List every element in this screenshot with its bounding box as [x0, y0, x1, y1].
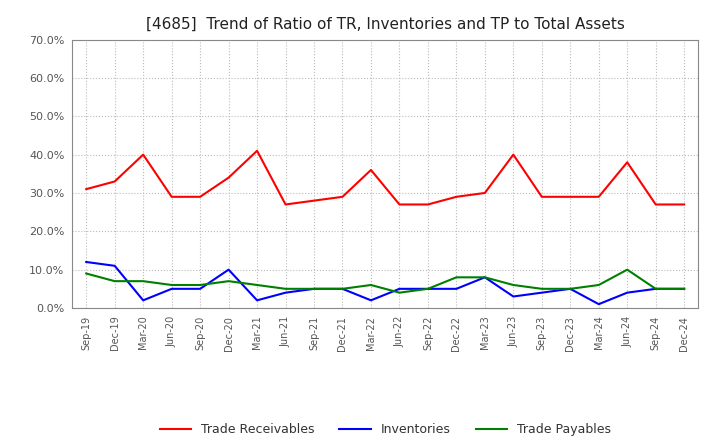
Trade Payables — [452, 275, 461, 280]
Trade Payables — [366, 282, 375, 288]
Inventories — [338, 286, 347, 291]
Trade Payables — [253, 282, 261, 288]
Trade Payables — [566, 286, 575, 291]
Inventories — [537, 290, 546, 295]
Trade Receivables — [366, 167, 375, 172]
Trade Payables — [652, 286, 660, 291]
Trade Receivables — [423, 202, 432, 207]
Inventories — [282, 290, 290, 295]
Trade Receivables — [509, 152, 518, 157]
Inventories — [566, 286, 575, 291]
Trade Payables — [509, 282, 518, 288]
Trade Payables — [196, 282, 204, 288]
Inventories — [253, 298, 261, 303]
Inventories — [139, 298, 148, 303]
Trade Payables — [282, 286, 290, 291]
Inventories — [196, 286, 204, 291]
Inventories — [623, 290, 631, 295]
Trade Payables — [537, 286, 546, 291]
Trade Receivables — [566, 194, 575, 199]
Trade Payables — [395, 290, 404, 295]
Inventories — [225, 267, 233, 272]
Trade Receivables — [139, 152, 148, 157]
Inventories — [110, 263, 119, 268]
Trade Receivables — [196, 194, 204, 199]
Inventories — [82, 259, 91, 264]
Trade Receivables — [395, 202, 404, 207]
Trade Payables — [623, 267, 631, 272]
Inventories — [167, 286, 176, 291]
Inventories — [509, 294, 518, 299]
Trade Payables — [167, 282, 176, 288]
Inventories — [452, 286, 461, 291]
Trade Payables — [480, 275, 489, 280]
Trade Receivables — [452, 194, 461, 199]
Trade Receivables — [338, 194, 347, 199]
Trade Payables — [338, 286, 347, 291]
Line: Trade Payables: Trade Payables — [86, 270, 684, 293]
Title: [4685]  Trend of Ratio of TR, Inventories and TP to Total Assets: [4685] Trend of Ratio of TR, Inventories… — [145, 16, 625, 32]
Trade Payables — [310, 286, 318, 291]
Trade Payables — [82, 271, 91, 276]
Inventories — [366, 298, 375, 303]
Trade Receivables — [110, 179, 119, 184]
Trade Receivables — [652, 202, 660, 207]
Line: Trade Receivables: Trade Receivables — [86, 151, 684, 205]
Trade Payables — [139, 279, 148, 284]
Inventories — [310, 286, 318, 291]
Trade Receivables — [225, 175, 233, 180]
Trade Receivables — [680, 202, 688, 207]
Inventories — [395, 286, 404, 291]
Inventories — [423, 286, 432, 291]
Legend: Trade Receivables, Inventories, Trade Payables: Trade Receivables, Inventories, Trade Pa… — [155, 418, 616, 440]
Inventories — [680, 286, 688, 291]
Trade Payables — [110, 279, 119, 284]
Trade Receivables — [82, 187, 91, 192]
Trade Receivables — [167, 194, 176, 199]
Trade Payables — [595, 282, 603, 288]
Trade Payables — [423, 286, 432, 291]
Trade Receivables — [310, 198, 318, 203]
Trade Receivables — [282, 202, 290, 207]
Inventories — [480, 275, 489, 280]
Line: Inventories: Inventories — [86, 262, 684, 304]
Trade Receivables — [480, 191, 489, 196]
Inventories — [595, 301, 603, 307]
Trade Receivables — [537, 194, 546, 199]
Inventories — [652, 286, 660, 291]
Trade Receivables — [595, 194, 603, 199]
Trade Payables — [225, 279, 233, 284]
Trade Receivables — [623, 160, 631, 165]
Trade Receivables — [253, 148, 261, 154]
Trade Payables — [680, 286, 688, 291]
